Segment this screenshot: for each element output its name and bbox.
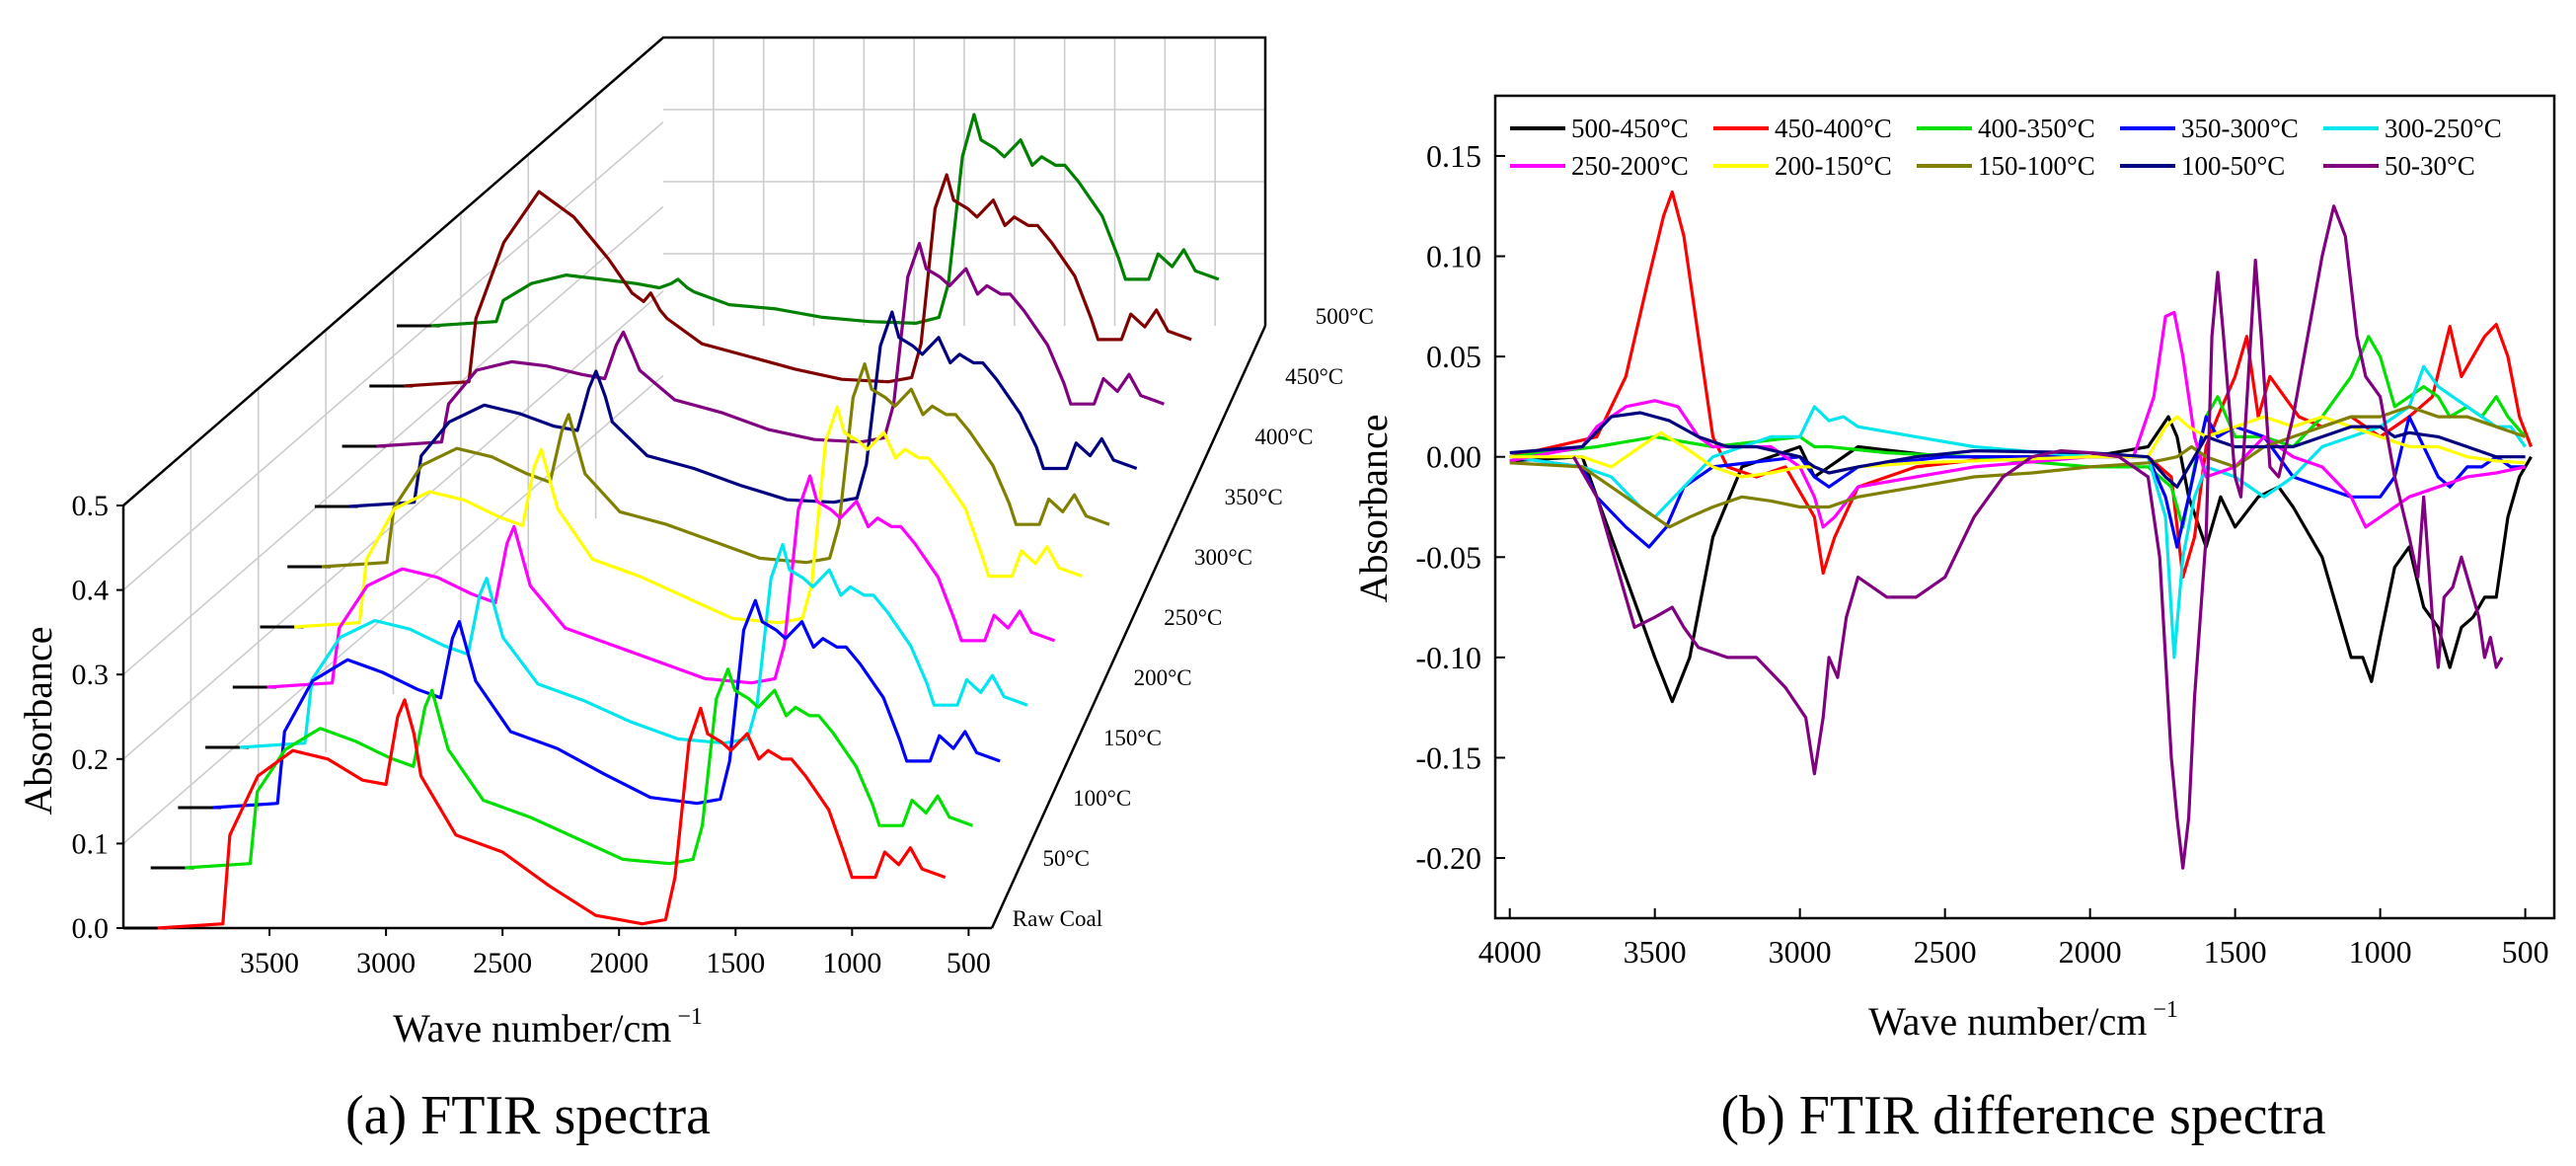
panel-a-caption: (a) FTIR spectra xyxy=(345,1085,711,1146)
diff-series-line-9 xyxy=(1572,204,2504,870)
panel-b-x-tick-label: 1500 xyxy=(2204,934,2267,970)
depth-label-3: 150°C xyxy=(1103,726,1162,750)
side-wall-grid-line xyxy=(122,205,664,675)
panel-b-x-label: Wave number/cm −1 xyxy=(1868,997,2178,1044)
panel-b-y-tick-label: 0.10 xyxy=(1426,239,1481,274)
panel-b-x-tick-label: 500 xyxy=(2502,934,2549,970)
panel-b-y-label: Absorbance xyxy=(1351,414,1396,602)
panel-a-x-label: Wave number/cm −1 xyxy=(393,1004,703,1050)
panel-a-x-tick-label: 1500 xyxy=(706,947,765,979)
panel-b-x-tick-label: 3000 xyxy=(1769,934,1832,970)
side-wall-grid-line xyxy=(122,120,664,591)
panel-b-ticks: 0.15 0.10 0.05 0.00 -0.05 -0.10 -0.15 -0.20 4000… xyxy=(1415,138,2548,970)
diff-series-line-8 xyxy=(1509,411,2526,489)
diff-series-line-3 xyxy=(1509,415,2526,549)
panel-b-x-tick-label: 2500 xyxy=(1914,934,1977,970)
panel-b-y-tick-label: 0.00 xyxy=(1426,439,1481,475)
diff-series-line-1 xyxy=(1509,190,2533,580)
series-line-9 xyxy=(403,173,1192,388)
panel-a-x-tick-label: 3000 xyxy=(356,947,416,979)
panel-a-x-tick-label: 500 xyxy=(947,947,991,979)
series-line-10 xyxy=(430,113,1220,328)
series-line-7 xyxy=(348,310,1138,508)
diff-series-line-2 xyxy=(1509,335,2527,529)
panel-b-legend: 500-450°C 450-400°C 400-350°C 350-300°C 300-… xyxy=(1510,114,2502,181)
panel-b-y-tick-label: -0.10 xyxy=(1415,640,1481,675)
series-line-2 xyxy=(211,598,1001,810)
depth-label-4: 200°C xyxy=(1134,665,1192,690)
panel-a-y-tick-label: 0.3 xyxy=(72,659,110,691)
panel-b-x-tick-label: 1000 xyxy=(2349,934,2412,970)
legend-label-3: 350-300°C xyxy=(2181,114,2299,143)
side-wall-grid-line xyxy=(122,290,664,760)
panel-a-x-tick-label: 2500 xyxy=(473,947,532,979)
panel-a-y-label: Absorbance xyxy=(16,626,60,815)
panel-b-plot-frame xyxy=(1493,94,2556,920)
depth-label-9: 450°C xyxy=(1285,364,1343,389)
panel-b-x-tick-label: 2000 xyxy=(2059,934,2122,970)
series-line-4 xyxy=(266,474,1056,689)
depth-label-5: 250°C xyxy=(1164,605,1222,630)
depth-label-8: 400°C xyxy=(1254,425,1313,449)
panel-b-x-tick-label: 4000 xyxy=(1478,934,1542,970)
panel-a-depth-labels: 500°C 450°C 400°C 350°C 300°C 250°C 200°C 150°C… xyxy=(1013,304,1374,931)
legend-label-1: 450-400°C xyxy=(1775,114,1892,143)
series-line-1 xyxy=(185,667,974,870)
series-line-3 xyxy=(239,543,1028,749)
legend-label-4: 300-250°C xyxy=(2385,114,2502,143)
panel-a-x-tick-label: 1000 xyxy=(822,947,881,979)
panel-a-x-tick-label: 3500 xyxy=(240,947,299,979)
panel-a-depth-axis xyxy=(990,325,1267,929)
panel-b-y-tick-label: 0.15 xyxy=(1426,138,1481,174)
panel-b-y-tick-label: -0.20 xyxy=(1415,840,1481,876)
legend-label-7: 150-100°C xyxy=(1978,151,2095,181)
legend-label-6: 200-150°C xyxy=(1775,151,1892,181)
panel-a-y-tick-label: 0.2 xyxy=(72,743,110,776)
panel-a-y-tick-label: 0.0 xyxy=(72,912,110,945)
legend-label-2: 400-350°C xyxy=(1978,114,2095,143)
side-wall-grid-line xyxy=(122,374,664,845)
depth-label-0: Raw Coal xyxy=(1013,906,1102,931)
panel-b-caption: (b) FTIR difference spectra xyxy=(1720,1085,2325,1146)
legend-label-8: 100-50°C xyxy=(2181,151,2285,181)
panel-a-back-frame xyxy=(122,36,1267,506)
series-line-5 xyxy=(294,405,1083,629)
panel-b-series xyxy=(1509,190,2533,870)
panel-a-frame xyxy=(121,36,1267,930)
panel-a-x-tick-label: 2000 xyxy=(589,947,648,979)
panel-a-grid xyxy=(122,38,1265,870)
series-line-8 xyxy=(376,242,1165,448)
panel-b-y-tick-label: -0.05 xyxy=(1415,539,1481,575)
panel-b-y-tick-label: -0.15 xyxy=(1415,739,1481,775)
series-line-0 xyxy=(157,698,947,930)
depth-label-6: 300°C xyxy=(1194,545,1252,570)
legend-label-0: 500-450°C xyxy=(1571,114,1689,143)
legend-label-9: 50-30°C xyxy=(2385,151,2475,181)
diff-series-line-7 xyxy=(1509,405,2527,529)
depth-label-1: 50°C xyxy=(1042,846,1090,871)
panel-b-y-tick-label: 0.05 xyxy=(1426,339,1481,374)
panel-b-x-tick-label: 3500 xyxy=(1624,934,1687,970)
diff-series-line-0 xyxy=(1509,415,2533,704)
depth-label-7: 350°C xyxy=(1225,485,1283,509)
series-line-6 xyxy=(321,362,1110,569)
panel-a-series xyxy=(123,113,1220,930)
panel-a-ticks: 0.0 0.1 0.2 0.3 0.4 0.5 3500 3000 2500 2000 1500 10… xyxy=(72,490,991,979)
legend-label-5: 250-200°C xyxy=(1571,151,1689,181)
depth-label-2: 100°C xyxy=(1073,786,1131,811)
panel-a-y-tick-label: 0.5 xyxy=(72,490,110,522)
diff-series-line-4 xyxy=(1509,364,2527,660)
depth-label-10: 500°C xyxy=(1316,304,1374,329)
panel-a-y-tick-label: 0.4 xyxy=(72,575,110,607)
panel-a-y-tick-label: 0.1 xyxy=(72,827,110,860)
